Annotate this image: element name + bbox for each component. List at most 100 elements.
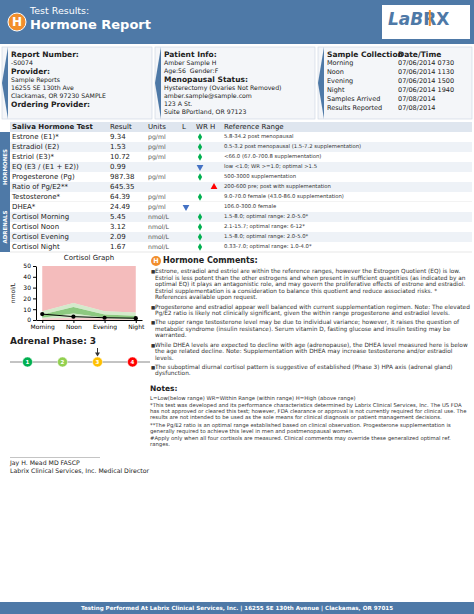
badge <box>8 13 26 31</box>
test-units: nmol/L <box>148 233 170 240</box>
chart-title: Cortisol Graph <box>64 254 114 262</box>
y-tick-label: 20 <box>23 295 31 302</box>
x-tick: Morning <box>31 320 55 331</box>
column-header: Units <box>148 123 166 131</box>
table-row <box>10 212 472 222</box>
reference-range: 0.5-3.2 post menopausal (1.5-7.2 supplem… <box>224 143 361 150</box>
series-point <box>40 312 44 316</box>
box-text: Samples Arrived <box>327 95 380 103</box>
status-marker <box>198 193 202 200</box>
badge <box>151 256 161 266</box>
phase-circle <box>93 357 103 367</box>
status-marker <box>183 205 190 211</box>
column-header: WR <box>196 123 208 131</box>
box-text: 16255 SE 130th Ave <box>11 84 74 91</box>
x-tick: Evening <box>93 320 117 331</box>
x-tick-label: Noon <box>66 323 82 330</box>
chevron <box>318 47 324 119</box>
y-tick: 10 <box>23 306 36 313</box>
box-text: -S0074 <box>11 59 33 66</box>
phase-number: 2 <box>61 359 65 365</box>
band-in-range <box>42 303 136 316</box>
section-title: Notes: <box>150 384 178 393</box>
test-result: 645.35 <box>110 183 135 191</box>
table-row <box>10 222 472 232</box>
test-name: Cortisol Noon <box>12 223 59 231</box>
chevron <box>2 47 8 119</box>
x-tick-label: Morning <box>31 323 55 331</box>
box-text: 07/08/2014 <box>398 104 435 112</box>
note-line: #Apply only when all four cortisols are … <box>150 435 451 442</box>
box-text: Night <box>327 86 345 94</box>
y-tick-label: 40 <box>23 273 31 280</box>
logo-box <box>382 5 470 39</box>
box-text: Clackamas, OR 97230 SAMPLE <box>11 92 106 99</box>
test-units: nmol/L <box>148 223 170 230</box>
status-marker <box>198 233 202 240</box>
reference-range: 1.5-8.0; optimal range: 2.0-5.0* <box>224 233 309 240</box>
y-axis: 01020304050 <box>23 262 36 323</box>
phase-arrow-head <box>95 353 100 357</box>
y-tick-label: 30 <box>23 284 31 291</box>
phase-circle <box>23 357 33 367</box>
table-row <box>10 232 472 242</box>
y-axis-title: nmol/L <box>9 282 16 303</box>
x-tick-label: Night <box>128 323 145 331</box>
phase-circle <box>58 357 68 367</box>
status-marker <box>197 165 204 171</box>
table-row <box>10 192 472 202</box>
test-name: Estrone (E1)* <box>12 133 59 141</box>
test-result: 64.39 <box>110 193 130 201</box>
test-name: Cortisol Night <box>12 243 60 251</box>
test-result: 24.49 <box>110 203 130 211</box>
footer-text: Testing Performed At Labrix Clinical Ser… <box>81 605 393 612</box>
test-result: 5.45 <box>110 213 126 221</box>
chevron <box>155 47 161 119</box>
test-units: nmol/L <box>148 213 170 220</box>
box-text: Age:56 Gender:F <box>164 67 219 75</box>
box-text: amber.sample@sample.com <box>164 92 252 100</box>
test-units: pg/ml <box>148 153 166 161</box>
comment-line: References available upon request. <box>155 294 258 301</box>
test-units: nmol/L <box>148 243 170 250</box>
footer-bar <box>0 602 474 614</box>
signature-line <box>10 457 100 458</box>
box-text: Morning <box>327 59 353 67</box>
status-marker <box>198 173 202 180</box>
note-line: generally required to achieve this level… <box>150 428 354 435</box>
section-bar <box>0 132 10 202</box>
box-text: Amber Sample H <box>164 59 217 67</box>
section-bar <box>0 202 10 252</box>
y-tick-mark <box>33 266 36 267</box>
phase-number: 1 <box>26 359 30 365</box>
phase-label: Adrenal Phase: <box>10 336 87 346</box>
reference-range: 9.0-70.0 female (43.0-86.0 supplementati… <box>224 193 344 200</box>
box-label: Patient Info: <box>164 50 217 59</box>
y-tick-mark <box>33 320 36 321</box>
test-name: Estradiol (E2) <box>12 143 59 151</box>
reference-range: 1.5-8.0; optimal range: 2.0-5.0* <box>224 213 309 220</box>
status-marker <box>198 223 202 230</box>
header-title: Hormone Report <box>30 17 151 32</box>
phase-value: 3 <box>90 336 96 346</box>
table-row <box>10 172 472 182</box>
test-name: Progesterone (Pg) <box>12 173 75 181</box>
box-text: Results Reported <box>327 104 382 112</box>
y-tick: 40 <box>23 273 36 280</box>
reference-range: 106.0-300.0 female <box>224 203 276 209</box>
reference-range: 5.8-34.2 post menopausal <box>224 133 293 140</box>
x-tick: Night <box>128 320 145 331</box>
test-units: pg/ml <box>148 193 166 201</box>
test-name: EQ (E3 / (E1 + E2)) <box>12 163 79 171</box>
x-axis: Morning Noon Evening Night <box>31 320 145 331</box>
reference-range: 500-3000 supplementation <box>224 173 296 180</box>
reference-range: 0.33-7.0; optimal range: 1.0-4.0* <box>224 243 312 250</box>
logo-text: LaB <box>388 9 423 29</box>
phase-circle <box>128 357 138 367</box>
note-line: L=Low(below range) WR=Within Range (with… <box>150 395 355 402</box>
series-point <box>102 316 106 320</box>
y-tick: 30 <box>23 284 36 291</box>
status-marker <box>198 213 202 220</box>
test-result: 2.09 <box>110 233 126 241</box>
separator <box>10 252 472 253</box>
